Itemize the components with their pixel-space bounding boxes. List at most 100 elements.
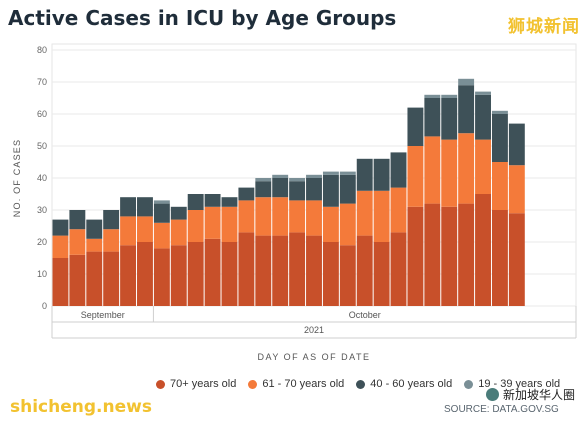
bar-segment xyxy=(322,242,339,306)
bar-segment xyxy=(306,200,322,236)
bar-segment xyxy=(153,248,170,306)
y-tick-label: 30 xyxy=(37,205,47,215)
year-label: 2021 xyxy=(304,325,324,335)
legend-item: 19 - 39 years old xyxy=(464,378,560,390)
watermark-bottom: shicheng.news xyxy=(10,397,152,417)
bar-segment xyxy=(52,235,69,258)
bar-segment xyxy=(322,171,339,175)
bar-segment xyxy=(508,165,525,214)
bar-segment xyxy=(458,78,475,86)
bar-segment xyxy=(221,242,238,306)
bar-segment xyxy=(475,94,491,140)
bar-segment xyxy=(441,206,458,306)
watermark-right: 新加坡华人圈 xyxy=(486,386,575,403)
bar-segment xyxy=(491,110,508,114)
bar-segment xyxy=(508,123,525,166)
bar-segment xyxy=(204,238,221,306)
y-tick-label: 0 xyxy=(42,301,47,311)
bar-segment xyxy=(289,232,306,306)
bar-segment xyxy=(491,210,508,306)
bar-segment xyxy=(306,178,322,201)
bar-segment xyxy=(289,181,306,201)
month-label: October xyxy=(349,310,381,320)
bar-segment xyxy=(153,222,170,249)
bar-segment xyxy=(390,187,407,233)
y-tick-label: 70 xyxy=(37,77,47,87)
bar-segment xyxy=(69,229,86,255)
bar-segment xyxy=(187,194,204,210)
bar-segment xyxy=(458,133,475,204)
bar-segment xyxy=(52,258,69,306)
legend-item: 61 - 70 years old xyxy=(248,378,344,390)
bar-segment xyxy=(255,235,272,306)
bar-segment xyxy=(272,197,289,236)
bar-segment xyxy=(221,206,238,242)
legend-swatch xyxy=(156,379,165,389)
bar-segment xyxy=(407,206,424,306)
bar-segment xyxy=(289,178,306,182)
bar-segment xyxy=(103,229,120,252)
bar-segment xyxy=(120,245,137,306)
bar-segment xyxy=(441,98,458,140)
y-tick-label: 40 xyxy=(37,173,47,183)
bar-segment xyxy=(103,210,120,230)
bar-segment xyxy=(187,210,204,242)
bar-segment xyxy=(137,197,153,217)
legend-item: 40 - 60 years old xyxy=(356,378,452,390)
bar-segment xyxy=(120,197,137,217)
bar-segment xyxy=(255,178,272,182)
bar-segment xyxy=(475,139,491,194)
bar-segment xyxy=(187,242,204,306)
bar-segment xyxy=(52,219,69,236)
bar-segment xyxy=(339,174,356,204)
bar-segment xyxy=(86,238,103,252)
bar-segment xyxy=(339,245,356,306)
bar-segment xyxy=(356,190,373,236)
bar-segment xyxy=(441,139,458,207)
y-tick-label: 60 xyxy=(37,109,47,119)
bar-segment xyxy=(491,162,508,210)
bar-segment xyxy=(238,187,255,201)
bar-segment xyxy=(322,174,339,207)
bar-segment xyxy=(475,91,491,95)
bar-segment xyxy=(356,158,373,191)
bar-segment xyxy=(255,197,272,236)
y-tick-label: 10 xyxy=(37,269,47,279)
bar-segment xyxy=(424,136,441,204)
bar-segment xyxy=(255,181,272,198)
bar-segment xyxy=(289,200,306,233)
bar-segment xyxy=(424,98,441,137)
bar-segment xyxy=(69,254,86,306)
watermark-top: 狮城新闻 xyxy=(508,17,580,37)
bar-segment xyxy=(221,197,238,207)
bar-segment xyxy=(153,200,170,204)
bar-segment xyxy=(407,107,424,146)
bar-segment xyxy=(373,190,390,242)
bar-segment xyxy=(238,200,255,233)
bar-segment xyxy=(238,232,255,306)
y-axis-label: NO. OF CASES xyxy=(12,139,22,217)
legend-label: 19 - 39 years old xyxy=(478,378,561,390)
bar-segment xyxy=(170,219,187,246)
bar-segment xyxy=(137,242,153,306)
bar-segment xyxy=(272,174,289,178)
bar-segment xyxy=(458,85,475,134)
y-tick-label: 50 xyxy=(37,141,47,151)
bar-segment xyxy=(390,152,407,188)
legend-label: 70+ years old xyxy=(170,378,237,390)
bar-segment xyxy=(306,235,322,306)
x-axis-label: DAY OF AS OF DATE xyxy=(257,352,370,362)
y-tick-label: 20 xyxy=(37,237,47,247)
bar-segment xyxy=(458,203,475,306)
bar-segment xyxy=(306,174,322,178)
bar-segment xyxy=(339,203,356,246)
bar-segment xyxy=(86,251,103,306)
legend-item: 70+ years old xyxy=(156,378,236,390)
bar-segment xyxy=(373,242,390,306)
bar-segment xyxy=(204,206,221,239)
legend-swatch xyxy=(464,379,474,389)
month-label: September xyxy=(81,310,125,320)
bar-segment xyxy=(153,203,170,223)
bar-segment xyxy=(390,232,407,306)
